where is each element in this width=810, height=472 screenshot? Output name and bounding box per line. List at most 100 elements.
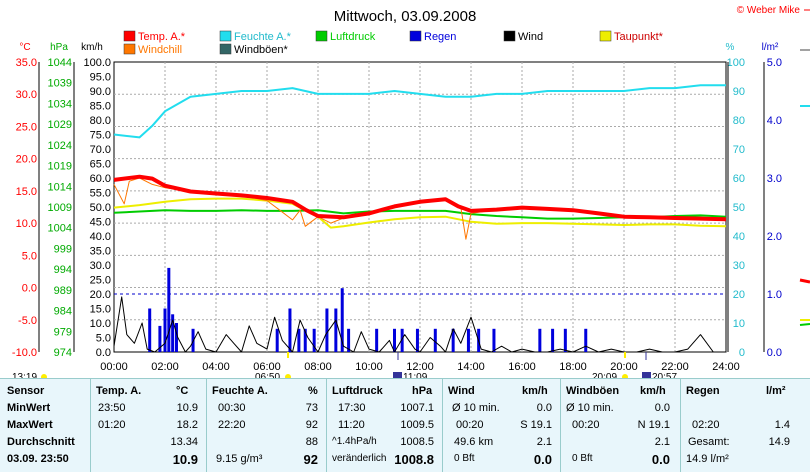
legend-item: Windchill bbox=[123, 43, 182, 56]
wind-tick-label: 90.0 bbox=[90, 86, 111, 98]
humidity-tick-label: 40 bbox=[733, 231, 745, 243]
sunset-label: 20:09 bbox=[592, 372, 617, 378]
humidity-tick-label: 70 bbox=[733, 144, 745, 156]
legend-label: Luftdruck bbox=[330, 31, 376, 43]
rain-tick-label: 3.0 bbox=[767, 173, 782, 185]
wind-tick-label: 0.0 bbox=[96, 347, 111, 359]
gust-avg10-label: Ø 10 min. bbox=[566, 402, 614, 414]
pressure-tick-label: 1034 bbox=[48, 98, 72, 110]
x-tick-label: 22:00 bbox=[661, 361, 689, 373]
pressure-tick-label: 979 bbox=[54, 326, 72, 338]
series-line-temp-a bbox=[113, 174, 727, 222]
temp-max-value: 18.2 bbox=[176, 419, 198, 431]
wind-tick-label: 75.0 bbox=[90, 130, 111, 142]
rain-tick-label: 0.0 bbox=[767, 347, 782, 359]
wind-tick-label: 20.0 bbox=[90, 289, 111, 301]
rain-bar bbox=[563, 328, 567, 352]
humidity-tick-label: 20 bbox=[733, 289, 745, 301]
rain-tick-label: 4.0 bbox=[767, 115, 782, 127]
gust-avg-value: 2.1 bbox=[654, 436, 670, 448]
rain-bar bbox=[375, 328, 379, 352]
wind-unit: km/h bbox=[522, 385, 548, 397]
legend-label: Temp. A.* bbox=[138, 31, 186, 43]
temp-tick-label: 0.0 bbox=[22, 283, 37, 295]
humidity-absolute: 9.15 g/m³ bbox=[216, 453, 263, 465]
grid bbox=[114, 62, 726, 352]
column-separator bbox=[326, 379, 327, 472]
rain-unit: l/m² bbox=[766, 385, 786, 397]
temp-tick-label: 20.0 bbox=[16, 154, 37, 166]
temp-min-value: 10.9 bbox=[176, 402, 198, 414]
pressure-tick-label: 999 bbox=[54, 243, 72, 255]
series-line-wind bbox=[113, 296, 726, 353]
pressure-trend: ^1.4hPa/h bbox=[332, 436, 377, 447]
x-tick-label: 16:00 bbox=[508, 361, 536, 373]
pressure-tick-label: 1024 bbox=[48, 140, 72, 152]
rain-total-label: Gesamt: bbox=[688, 436, 730, 448]
wind-tick-label: 85.0 bbox=[90, 101, 111, 113]
humidity-max-time: 22:20 bbox=[218, 419, 246, 431]
rain-bar bbox=[340, 288, 344, 352]
series-lines bbox=[113, 84, 727, 353]
wind-tick-label: 10.0 bbox=[90, 318, 111, 330]
column-separator bbox=[680, 379, 681, 472]
wind-avg10-label: Ø 10 min. bbox=[452, 402, 500, 414]
axes: 35.0 30.0 25.0 20.0 15.0 10.0 5.0 0.0 -5.0 -10.0 1… bbox=[12, 57, 782, 373]
humidity-tick-label: 80 bbox=[733, 115, 745, 127]
humidity-avg-value: 88 bbox=[305, 436, 318, 448]
moon-icon bbox=[642, 372, 651, 378]
pressure-tendency: veränderlich bbox=[332, 453, 387, 464]
right-edge-green-line bbox=[799, 323, 810, 326]
legend-swatch bbox=[219, 30, 232, 42]
wind-tick-label: 100.0 bbox=[83, 57, 111, 69]
legend-label: Feuchte A.* bbox=[234, 31, 292, 43]
rain-bar bbox=[171, 314, 175, 352]
rain-bar bbox=[393, 328, 396, 352]
pressure-tick-label: 984 bbox=[54, 306, 72, 318]
x-tick-label: 02:00 bbox=[151, 361, 179, 373]
rain-bar bbox=[312, 328, 316, 352]
row-max-label: MaxWert bbox=[7, 419, 53, 431]
wind-tick-label: 80.0 bbox=[90, 115, 111, 127]
wind-tick-label: 40.0 bbox=[90, 231, 111, 243]
wind-tick-label: 95.0 bbox=[90, 72, 111, 84]
legend-swatch bbox=[599, 30, 612, 42]
x-tick-label: 10:00 bbox=[355, 361, 383, 373]
rain-current-value: 14.9 l/m² bbox=[686, 453, 729, 465]
pressure-tick-label: 1029 bbox=[48, 119, 72, 131]
pressure-min-value: 1007.1 bbox=[400, 402, 434, 414]
moon-icon bbox=[393, 372, 402, 378]
rain-bar bbox=[451, 328, 455, 352]
temp-tick-label: 5.0 bbox=[22, 250, 37, 262]
legend-swatch bbox=[409, 30, 422, 42]
rain-tick-label: 5.0 bbox=[767, 57, 782, 69]
rain-max-time: 02:20 bbox=[692, 419, 720, 431]
rain-total-value: 14.9 bbox=[768, 436, 790, 448]
legend-item: Feuchte A.* bbox=[219, 30, 292, 43]
pressure-max-time: 11:20 bbox=[338, 419, 365, 431]
x-tick-label: 06:00 bbox=[253, 361, 281, 373]
humidity-tick-label: 100 bbox=[727, 57, 745, 69]
rain-bar bbox=[551, 328, 555, 352]
pressure-tick-label: 1009 bbox=[48, 202, 72, 214]
legend-swatch bbox=[123, 43, 136, 55]
rain-bar bbox=[400, 328, 404, 352]
temp-max-time: 01:20 bbox=[98, 419, 126, 431]
sunrise-label: 06:50 bbox=[255, 372, 280, 378]
pressure-avg-value: 1008.5 bbox=[400, 436, 434, 448]
pressure-tick-label: 994 bbox=[54, 264, 72, 276]
temp-tick-label: 10.0 bbox=[16, 218, 37, 230]
pressure-max-value: 1009.5 bbox=[400, 419, 434, 431]
x-tick-label: 00:00 bbox=[100, 361, 128, 373]
legend-item: Windböen* bbox=[219, 43, 289, 56]
x-tick-label: 18:00 bbox=[559, 361, 587, 373]
temp-avg-value: 13.34 bbox=[170, 436, 198, 448]
temp-tick-label: 25.0 bbox=[16, 121, 37, 133]
column-separator bbox=[442, 379, 443, 472]
rain-bar bbox=[163, 308, 167, 352]
pressure-unit: hPa bbox=[412, 385, 433, 397]
legend-label: Windchill bbox=[138, 44, 182, 56]
humidity-header: Feuchte A. bbox=[212, 385, 268, 397]
rain-bar bbox=[148, 308, 152, 352]
gust-max-value: N 19.1 bbox=[637, 419, 670, 431]
